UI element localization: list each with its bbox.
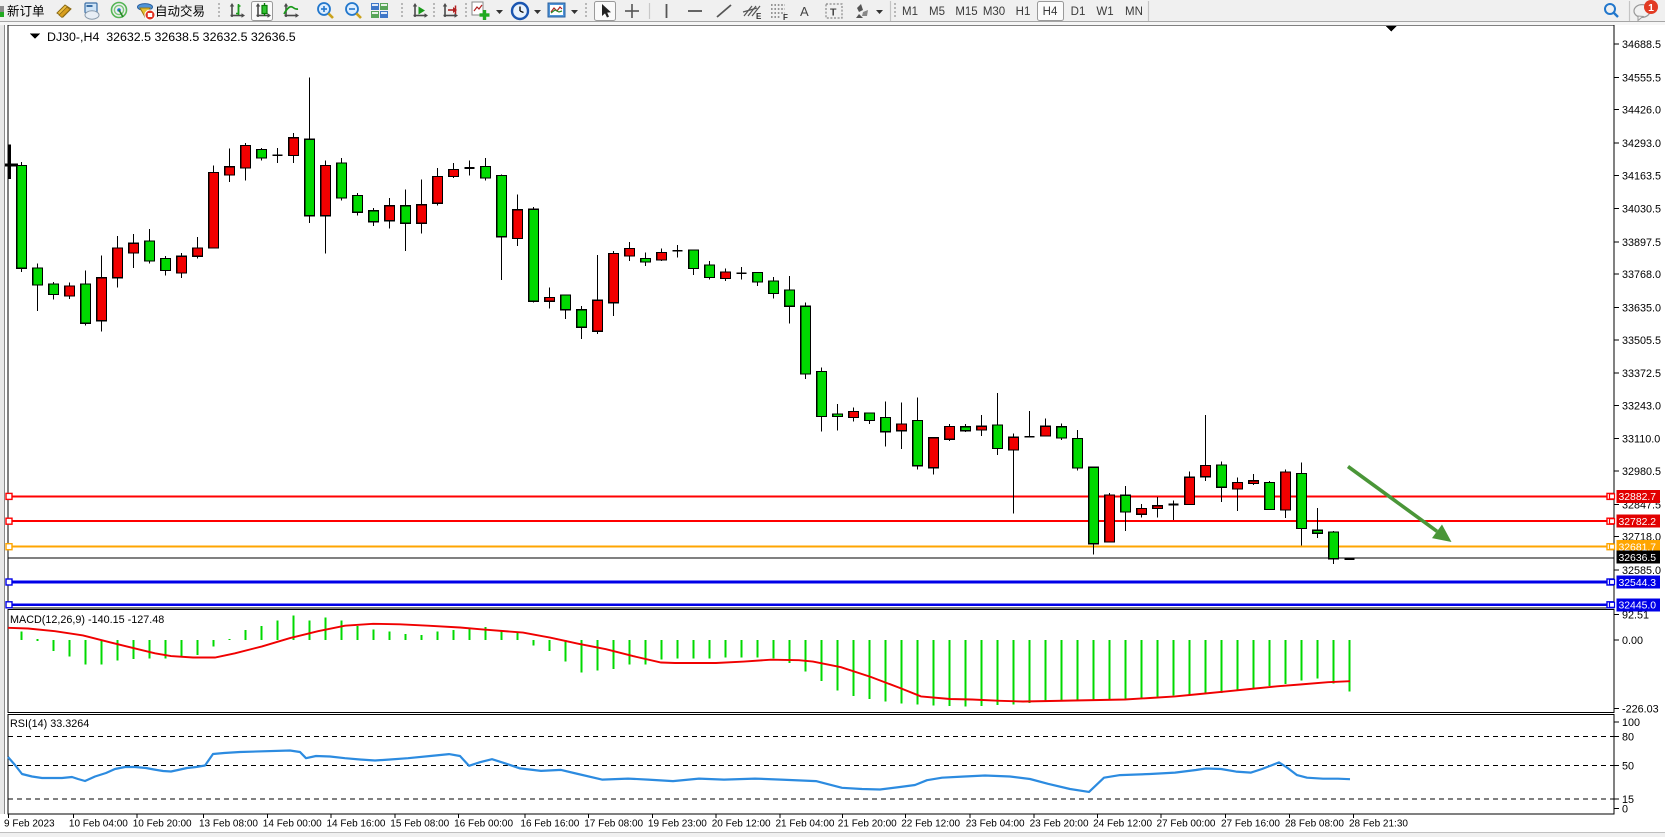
svg-text:32445.0: 32445.0 — [1619, 601, 1657, 612]
svg-text:33243.0: 33243.0 — [1622, 400, 1661, 412]
svg-text:32882.7: 32882.7 — [1619, 492, 1657, 503]
svg-text:33768.0: 33768.0 — [1622, 269, 1661, 281]
svg-text:28 Feb 21:30: 28 Feb 21:30 — [1349, 819, 1408, 830]
svg-text:M1: M1 — [902, 6, 918, 18]
svg-text:M15: M15 — [955, 6, 977, 18]
svg-text:100: 100 — [1622, 717, 1640, 729]
svg-text:92.51: 92.51 — [1622, 610, 1649, 622]
svg-text:DJ30-,H4 32632.5 32638.5 3263: DJ30-,H4 32632.5 32638.5 32632.5 32636.5 — [47, 30, 296, 44]
svg-text:33372.5: 33372.5 — [1622, 368, 1661, 380]
svg-text:MN: MN — [1125, 6, 1143, 18]
svg-text:W1: W1 — [1096, 6, 1113, 18]
svg-text:M30: M30 — [983, 6, 1005, 18]
svg-text:16 Feb 00:00: 16 Feb 00:00 — [454, 819, 513, 830]
svg-text:17 Feb 08:00: 17 Feb 08:00 — [584, 819, 643, 830]
svg-text:50: 50 — [1622, 761, 1634, 773]
svg-text:16 Feb 16:00: 16 Feb 16:00 — [520, 819, 579, 830]
svg-text:自动交易: 自动交易 — [155, 4, 205, 19]
svg-text:H1: H1 — [1016, 6, 1031, 18]
svg-text:34293.0: 34293.0 — [1622, 138, 1661, 150]
svg-text:10 Feb 04:00: 10 Feb 04:00 — [69, 819, 128, 830]
svg-text:F: F — [783, 13, 788, 22]
svg-text:9 Feb 2023: 9 Feb 2023 — [4, 819, 55, 830]
svg-text:80: 80 — [1622, 732, 1634, 744]
svg-text:0.00: 0.00 — [1622, 635, 1643, 647]
svg-text:34555.5: 34555.5 — [1622, 72, 1661, 84]
svg-text:20 Feb 12:00: 20 Feb 12:00 — [712, 819, 771, 830]
svg-text:0: 0 — [1622, 804, 1628, 816]
svg-text:MACD(12,26,9) -140.15 -127.48: MACD(12,26,9) -140.15 -127.48 — [10, 614, 164, 626]
svg-text:32782.2: 32782.2 — [1619, 517, 1657, 528]
svg-text:33897.5: 33897.5 — [1622, 237, 1661, 249]
svg-text:1: 1 — [1648, 2, 1654, 14]
svg-text:28 Feb 08:00: 28 Feb 08:00 — [1285, 819, 1344, 830]
svg-text:T: T — [830, 7, 837, 19]
svg-text:H4: H4 — [1043, 6, 1058, 18]
svg-text:21 Feb 20:00: 21 Feb 20:00 — [838, 819, 897, 830]
svg-text:32585.0: 32585.0 — [1622, 565, 1661, 577]
svg-text:34688.5: 34688.5 — [1622, 39, 1661, 51]
svg-text:-226.03: -226.03 — [1622, 704, 1659, 716]
svg-text:33110.0: 33110.0 — [1622, 434, 1660, 446]
svg-text:23 Feb 04:00: 23 Feb 04:00 — [966, 819, 1025, 830]
svg-text:32636.5: 32636.5 — [1619, 553, 1657, 564]
svg-text:19 Feb 23:00: 19 Feb 23:00 — [648, 819, 707, 830]
svg-text:15 Feb 08:00: 15 Feb 08:00 — [390, 819, 449, 830]
svg-text:A: A — [800, 4, 809, 19]
svg-text:27 Feb 16:00: 27 Feb 16:00 — [1221, 819, 1280, 830]
svg-text:27 Feb 00:00: 27 Feb 00:00 — [1157, 819, 1216, 830]
svg-text:D1: D1 — [1071, 6, 1086, 18]
svg-text:14 Feb 00:00: 14 Feb 00:00 — [263, 819, 322, 830]
svg-text:34426.0: 34426.0 — [1622, 105, 1661, 117]
svg-text:14 Feb 16:00: 14 Feb 16:00 — [327, 819, 386, 830]
svg-text:E: E — [756, 12, 762, 21]
svg-text:32681.7: 32681.7 — [1619, 543, 1657, 554]
svg-text:33505.5: 33505.5 — [1622, 335, 1661, 347]
svg-text:34163.5: 34163.5 — [1622, 170, 1661, 182]
svg-text:RSI(14) 33.3264: RSI(14) 33.3264 — [10, 718, 89, 730]
svg-text:34030.5: 34030.5 — [1622, 204, 1661, 216]
svg-text:M5: M5 — [929, 6, 945, 18]
svg-text:13 Feb 08:00: 13 Feb 08:00 — [199, 819, 258, 830]
svg-text:33635.0: 33635.0 — [1622, 302, 1661, 314]
svg-text:10 Feb 20:00: 10 Feb 20:00 — [133, 819, 192, 830]
svg-text:32980.5: 32980.5 — [1622, 466, 1661, 478]
svg-text:21 Feb 04:00: 21 Feb 04:00 — [776, 819, 835, 830]
svg-text:32544.3: 32544.3 — [1619, 578, 1657, 589]
svg-text:新订单: 新订单 — [7, 4, 45, 19]
svg-text:23 Feb 20:00: 23 Feb 20:00 — [1030, 819, 1089, 830]
svg-text:24 Feb 12:00: 24 Feb 12:00 — [1093, 819, 1152, 830]
svg-text:15: 15 — [1622, 794, 1634, 806]
svg-text:22 Feb 12:00: 22 Feb 12:00 — [901, 819, 960, 830]
